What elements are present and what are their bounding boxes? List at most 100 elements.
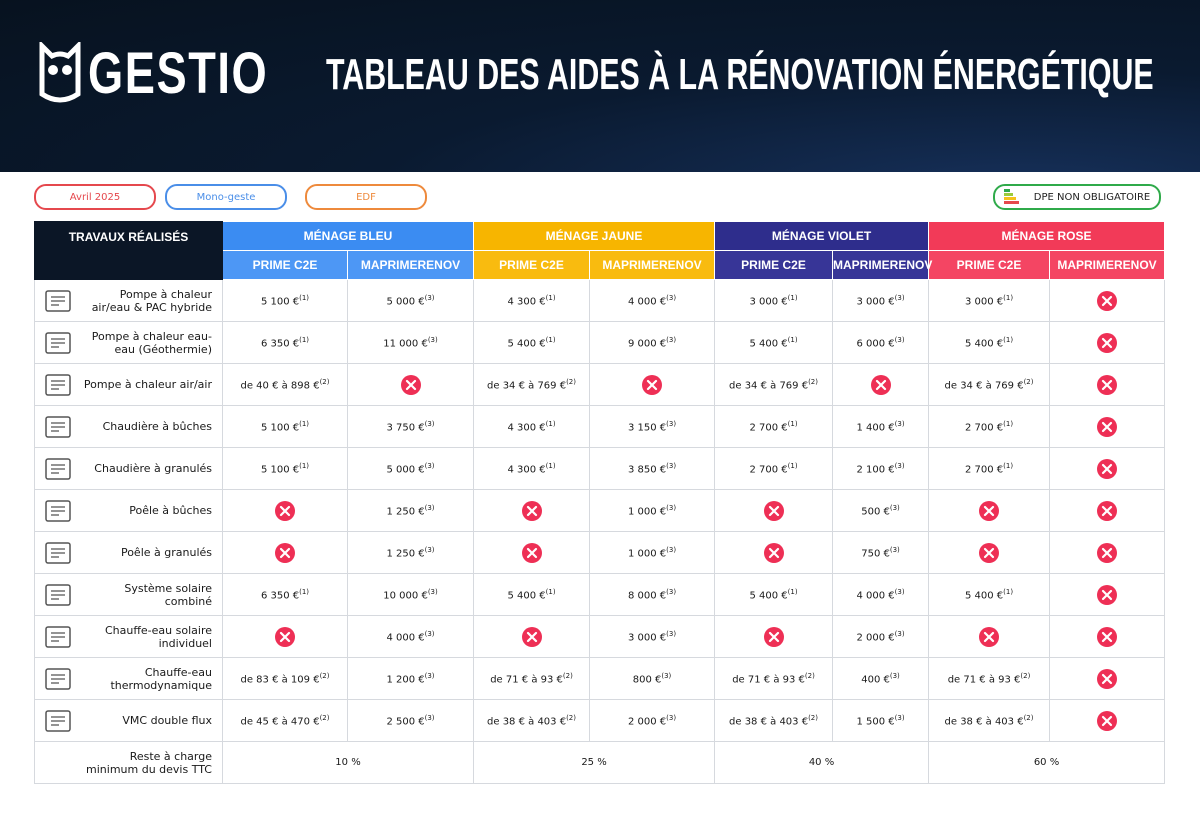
- aid-note: (1): [787, 461, 798, 470]
- table-body: Pompe à chaleur air/eau & PAC hybride 5 1…: [34, 279, 1166, 784]
- no-aid-icon: [275, 626, 295, 647]
- aid-note: (1): [299, 293, 310, 302]
- aid-cell: 5 000 €(3): [346, 279, 475, 322]
- aid-amount: 5 400 €: [964, 338, 1004, 350]
- row-icon: [45, 331, 71, 354]
- aid-note: (3): [666, 461, 677, 470]
- aid-note: (1): [787, 419, 798, 428]
- aid-amount: de 34 € à 769 €: [487, 380, 567, 392]
- aid-cell: 2 700 €(1): [714, 447, 834, 490]
- aid-cell: [222, 615, 348, 658]
- no-aid-icon: [1097, 332, 1118, 353]
- icon-cross: [526, 547, 537, 558]
- aid-note: (2): [1020, 671, 1031, 680]
- icon-shape: [45, 415, 71, 438]
- group-row: TRAVAUX RÉALISÉS MÉNAGE BLEU MÉNAGE JAUNE M…: [34, 221, 1166, 280]
- icon-cross: [1101, 631, 1113, 642]
- aid-cell: [1049, 489, 1166, 532]
- aid-amount: 1 250 €: [386, 506, 425, 518]
- aid-amount: 5 100 €: [260, 422, 300, 434]
- aid-amount: 2 700 €: [964, 422, 1004, 434]
- icon-cross: [279, 631, 291, 642]
- row-label-text: Poêle à bûches: [129, 504, 212, 517]
- icon-cross: [1101, 295, 1113, 306]
- aid-note: (3): [424, 629, 435, 638]
- aid-note: (1): [545, 587, 556, 596]
- no-aid-icon: [979, 626, 1000, 647]
- aid-note: (3): [424, 671, 435, 680]
- aid-cell: 1 400 €(3): [832, 405, 930, 448]
- row-label: Chaudière à bûches: [34, 405, 223, 448]
- aid-cell: 1 000 €(3): [589, 531, 716, 574]
- aid-note: (3): [424, 419, 435, 428]
- row-icon: [45, 541, 71, 564]
- icon-cross: [646, 379, 658, 390]
- icon-cross: [1101, 505, 1113, 516]
- aid-cell: 4 300 €(1): [473, 279, 591, 322]
- dpe-text: DPE NON OBLIGATOIRE: [1033, 191, 1151, 203]
- icon-cross: [983, 547, 995, 558]
- row-icon: [45, 709, 71, 732]
- aid-note: (3): [894, 713, 905, 722]
- aid-note: (1): [787, 293, 798, 302]
- aid-note: (3): [889, 545, 900, 554]
- aid-note: (2): [319, 713, 330, 722]
- row-icon: [45, 625, 71, 648]
- aid-cell: 4 300 €(1): [473, 405, 591, 448]
- row-icon: [45, 499, 71, 522]
- icon-shape: [45, 667, 71, 690]
- aid-note: (1): [1003, 293, 1014, 302]
- aid-cell: de 71 € à 93 €(2): [473, 657, 591, 700]
- aid-note: (2): [566, 377, 576, 386]
- tag: Mono-geste: [165, 184, 287, 210]
- table-row: Poêle à granulés 1 250 €(3) 1 000 €(3) 750 …: [34, 531, 1166, 574]
- subheader-row: PRIME C2E MAPRIMERENOV PRIME C2E MAPRIMEREN…: [35, 250, 1166, 280]
- aid-amount: 11 000 €: [383, 338, 428, 350]
- aid-cell: [928, 531, 1051, 574]
- aid-note: (1): [787, 587, 798, 596]
- icon-shape: [45, 709, 71, 732]
- no-aid-icon: [1097, 416, 1118, 437]
- aid-cell: 2 700 €(1): [928, 405, 1051, 448]
- icon-cross: [405, 379, 416, 390]
- aid-amount: de 71 € à 93 €: [947, 674, 1021, 686]
- aid-cell: de 34 € à 769 €(2): [928, 363, 1051, 406]
- aid-note: (2): [808, 713, 818, 722]
- group-header: MÉNAGE VIOLET: [714, 221, 930, 251]
- row-label-text: Chaudière à bûches: [102, 420, 212, 433]
- footer-label: Reste à charge minimum du devis TTC: [34, 741, 223, 784]
- aid-note: (2): [1023, 377, 1034, 386]
- aid-amount: 10 000 €: [383, 590, 428, 602]
- row-label-text: Chauffe-eau solaire individuel: [104, 623, 212, 650]
- aid-amount: 1 000 €: [627, 506, 667, 518]
- aid-cell: de 34 € à 769 €(2): [714, 363, 834, 406]
- aid-amount: 6 000 €: [856, 338, 895, 350]
- aid-cell: 9 000 €(3): [589, 321, 716, 364]
- aid-cell: [346, 363, 475, 406]
- no-aid-icon: [1097, 584, 1118, 605]
- aid-cell: de 38 € à 403 €(2): [714, 699, 834, 742]
- owl-icon: [39, 41, 81, 102]
- aid-cell: 4 000 €(3): [346, 615, 475, 658]
- aid-cell: [1049, 615, 1166, 658]
- aid-note: (2): [804, 671, 815, 680]
- aid-cell: 5 400 €(1): [928, 321, 1051, 364]
- aid-amount: 5 400 €: [964, 590, 1004, 602]
- icon-detail: [51, 589, 65, 600]
- icon-cross: [526, 505, 537, 516]
- aid-cell: 5 400 €(1): [473, 573, 591, 616]
- aid-amount: 9 000 €: [627, 338, 667, 350]
- aid-note: (1): [299, 419, 310, 428]
- aid-cell: [1049, 405, 1166, 448]
- no-aid-icon: [1097, 458, 1118, 479]
- aid-amount: 3 850 €: [627, 464, 667, 476]
- aid-cell: 1 250 €(3): [346, 489, 475, 532]
- aid-amount: de 34 € à 769 €: [729, 380, 809, 392]
- table-row: Poêle à bûches 1 250 €(3) 1 000 €(3) 500 €(…: [34, 489, 1166, 532]
- footer-value: 40 %: [714, 741, 930, 784]
- dpe-badge: DPE NON OBLIGATOIRE: [993, 184, 1161, 210]
- aid-cell: [222, 489, 348, 532]
- aid-amount: 4 300 €: [507, 464, 546, 476]
